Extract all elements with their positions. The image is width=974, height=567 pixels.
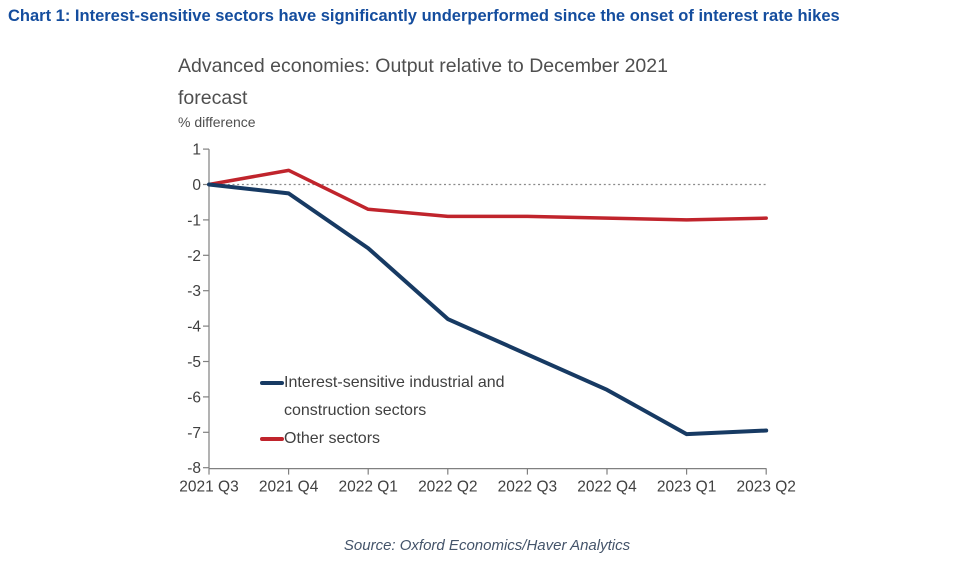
- y-axis-unit-label: % difference: [178, 114, 256, 130]
- line-chart-plot-area: 1 0 -1 -2 -3 -4 -5 -6 -7 -8 2021 Q3 2021 Q4 2022 Q1 2…: [179, 142, 796, 496]
- page-title: Chart 1: Interest-sensitive sectors have…: [8, 7, 840, 25]
- y-tick-label: -2: [187, 248, 201, 265]
- series-line-other-sectors: [207, 168, 768, 222]
- chart-title-line-2: forecast: [178, 87, 248, 109]
- x-tick-label: 2022 Q2: [418, 479, 477, 496]
- legend-marker-blue-line: [260, 381, 284, 385]
- x-tick-label: 2023 Q1: [657, 479, 716, 496]
- legend-item-interest-sensitive: Interest-sensitive industrial and constr…: [260, 369, 560, 425]
- chart-title: Advanced economies: Output relative to D…: [178, 50, 818, 114]
- y-tick-label: -7: [187, 425, 201, 442]
- legend-label-line-1: Other sectors: [284, 430, 381, 447]
- x-tick-label: 2022 Q4: [577, 479, 637, 496]
- chart-legend: Interest-sensitive industrial and constr…: [260, 369, 560, 453]
- series-line-interest-sensitive-industrial: [207, 182, 769, 437]
- y-tick-label: 0: [192, 177, 201, 194]
- y-tick-label: -8: [187, 460, 201, 477]
- y-tick-label: -3: [187, 283, 201, 300]
- y-tick-label: -4: [187, 319, 201, 336]
- y-tick-label: -1: [187, 212, 201, 229]
- legend-marker-red-line: [260, 437, 284, 441]
- x-tick-label: 2023 Q2: [736, 479, 795, 496]
- y-tick-label: -6: [187, 389, 201, 406]
- y-tick-label: 1: [192, 142, 201, 159]
- x-tick-label: 2021 Q4: [259, 479, 319, 496]
- x-tick-label: 2022 Q3: [498, 479, 557, 496]
- legend-label-line-1: Interest-sensitive industrial and: [284, 374, 505, 391]
- legend-item-other-sectors: Other sectors: [260, 425, 560, 453]
- chart-title-line-1: Advanced economies: Output relative to D…: [178, 55, 668, 77]
- legend-label: Other sectors: [284, 425, 380, 453]
- source-note: Source: Oxford Economics/Haver Analytics: [343, 537, 631, 554]
- legend-label-line-2: construction sectors: [284, 402, 427, 419]
- legend-label: Interest-sensitive industrial and constr…: [284, 369, 505, 425]
- x-tick-label: 2022 Q1: [338, 479, 397, 496]
- x-tick-label: 2021 Q3: [179, 479, 238, 496]
- y-tick-label: -5: [187, 354, 201, 371]
